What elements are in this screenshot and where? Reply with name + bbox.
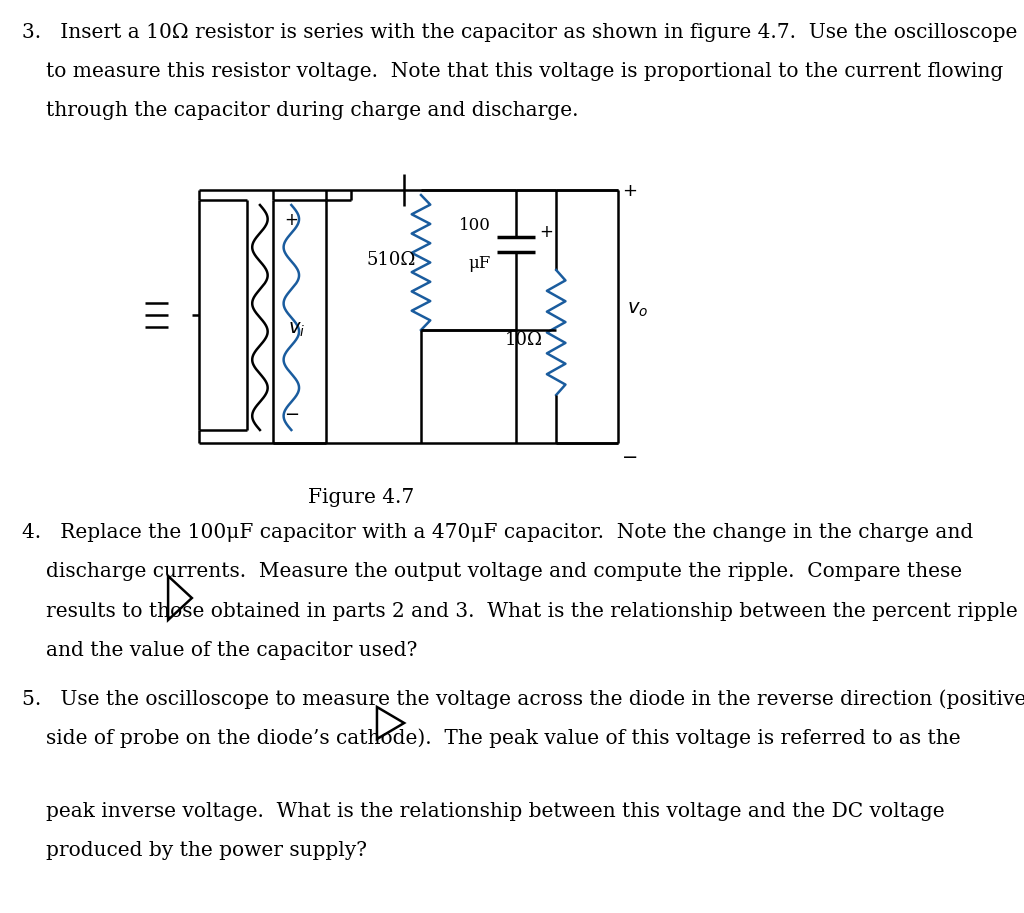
Text: 3.   Insert a 10Ω resistor is series with the capacitor as shown in figure 4.7. : 3. Insert a 10Ω resistor is series with … [23,23,1018,42]
Text: peak inverse voltage.  What is the relationship between this voltage and the DC : peak inverse voltage. What is the relati… [46,802,944,821]
Text: −: − [622,448,638,467]
Text: Figure 4.7: Figure 4.7 [308,488,415,508]
Text: produced by the power supply?: produced by the power supply? [46,841,367,860]
Text: 100: 100 [459,217,490,234]
Text: 5.   Use the oscilloscope to measure the voltage across the diode in the reverse: 5. Use the oscilloscope to measure the v… [23,689,1024,709]
Text: +: + [540,223,553,241]
Text: side of probe on the diode’s cathode).  The peak value of this voltage is referr: side of probe on the diode’s cathode). T… [46,729,961,749]
Text: 510Ω: 510Ω [367,251,417,269]
Text: to measure this resistor voltage.  Note that this voltage is proportional to the: to measure this resistor voltage. Note t… [46,62,1004,81]
Text: $v_i$: $v_i$ [288,320,305,339]
Text: 10Ω: 10Ω [505,331,543,349]
Text: discharge currents.  Measure the output voltage and compute the ripple.  Compare: discharge currents. Measure the output v… [46,562,962,582]
Text: μF: μF [468,255,490,272]
Text: $v_o$: $v_o$ [628,301,648,320]
Text: results to those obtained in parts 2 and 3.  What is the relationship between th: results to those obtained in parts 2 and… [46,602,1018,621]
Text: −: − [285,406,299,424]
Text: through the capacitor during charge and discharge.: through the capacitor during charge and … [46,101,579,121]
Text: 4.   Replace the 100μF capacitor with a 470μF capacitor.  Note the change in the: 4. Replace the 100μF capacitor with a 47… [23,523,974,542]
Text: +: + [285,211,298,229]
Text: +: + [622,182,637,200]
Text: and the value of the capacitor used?: and the value of the capacitor used? [46,641,417,660]
